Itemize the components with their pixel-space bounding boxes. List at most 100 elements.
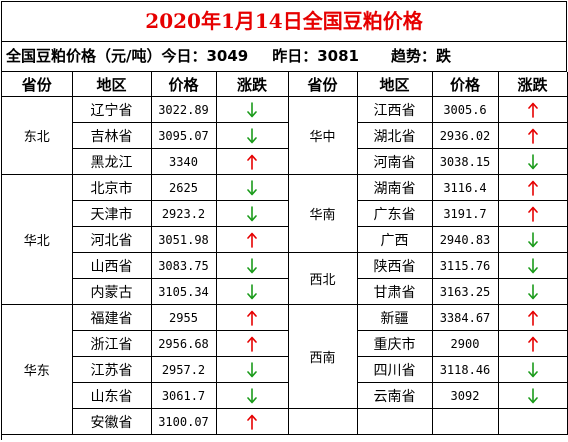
empty-price-cell xyxy=(432,408,499,435)
price-cell: 3005.6 xyxy=(432,96,499,123)
arrow-up-icon xyxy=(217,414,288,430)
table-row: 内蒙古 3105.34 甘肃省 3163.25 xyxy=(2,278,568,305)
price-cell: 3118.46 xyxy=(432,356,499,383)
empty-trend-cell xyxy=(498,408,568,435)
trend-cell xyxy=(216,122,289,149)
today-label: 全国豆粕价格（元/吨）今日： xyxy=(6,47,207,65)
arrow-down-icon xyxy=(499,361,567,378)
trend-cell xyxy=(498,330,568,357)
region-cell: 西南 xyxy=(288,304,358,409)
province-cell: 陕西省 xyxy=(357,252,433,279)
trend-value: 跌 xyxy=(436,47,452,65)
region-cell: 华南 xyxy=(288,174,358,253)
province-cell: 重庆市 xyxy=(357,330,433,357)
trend-cell xyxy=(216,174,289,201)
price-cell: 3115.76 xyxy=(432,252,499,279)
arrow-down-icon xyxy=(217,205,288,222)
column-header: 涨跌 xyxy=(216,72,289,97)
price-cell: 2956.68 xyxy=(151,330,217,357)
header-row: 省份 地区 价格 涨跌 省份 地区 价格 涨跌 xyxy=(2,72,568,97)
arrow-up-icon xyxy=(499,180,567,196)
table-row: 东北 辽宁省 3022.89 华中 江西省 3005.6 xyxy=(2,96,568,175)
empty-province-cell xyxy=(357,408,433,435)
province-cell: 山东省 xyxy=(72,382,152,409)
trend-cell xyxy=(216,200,289,227)
province-cell: 广西 xyxy=(357,226,433,253)
province-cell: 北京市 xyxy=(72,174,152,201)
arrow-down-icon xyxy=(217,387,288,404)
trend-cell xyxy=(498,174,568,201)
price-cell: 3191.7 xyxy=(432,200,499,227)
trend-cell xyxy=(216,356,289,383)
province-cell: 安徽省 xyxy=(72,408,152,435)
province-cell: 天津市 xyxy=(72,200,152,227)
table-row: 黑龙江 3340 河南省 3038.15 xyxy=(2,148,568,175)
column-header: 价格 xyxy=(432,72,499,97)
region-cell: 华东 xyxy=(2,304,73,435)
yesterday-label: 昨日： xyxy=(272,47,318,65)
table-row: 华东 福建省 2955 西南 新疆 3384.67 xyxy=(2,304,568,435)
province-cell: 河南省 xyxy=(357,148,433,175)
table-row: 山西省 3083.75 西北 陕西省 3115.76 xyxy=(2,252,568,305)
price-cell: 3061.7 xyxy=(151,382,217,409)
trend-cell xyxy=(216,278,289,305)
today-value: 3049 xyxy=(206,47,249,65)
table-row: 江苏省 2957.2 四川省 3118.46 xyxy=(2,356,568,383)
price-cell: 3095.07 xyxy=(151,122,217,149)
price-cell: 3384.67 xyxy=(432,304,499,331)
trend-cell xyxy=(498,304,568,331)
arrow-down-icon xyxy=(499,387,567,404)
province-cell: 内蒙古 xyxy=(72,278,152,305)
arrow-down-icon xyxy=(499,153,567,170)
arrow-down-icon xyxy=(499,283,567,300)
table-row: 山东省 3061.7 云南省 3092 xyxy=(2,382,568,409)
price-cell: 3022.89 xyxy=(151,96,217,123)
trend-cell xyxy=(498,278,568,305)
province-cell: 江苏省 xyxy=(72,356,152,383)
table-row: 河北省 3051.98 广西 2940.83 xyxy=(2,226,568,253)
region-cell: 华中 xyxy=(288,96,358,175)
arrow-down-icon xyxy=(217,283,288,300)
province-cell: 湖北省 xyxy=(357,122,433,149)
province-cell: 甘肃省 xyxy=(357,278,433,305)
trend-cell xyxy=(216,96,289,123)
price-cell: 2900 xyxy=(432,330,499,357)
province-cell: 广东省 xyxy=(357,200,433,227)
trend-cell xyxy=(216,226,289,253)
table-row: 华北 北京市 2625 华南 湖南省 3116.4 xyxy=(2,174,568,305)
table-row: 安徽省 3100.07 xyxy=(2,408,568,435)
arrow-up-icon xyxy=(217,232,288,248)
price-cell: 3116.4 xyxy=(432,174,499,201)
trend-cell xyxy=(216,330,289,357)
price-cell: 3083.75 xyxy=(151,252,217,279)
price-cell: 2957.2 xyxy=(151,356,217,383)
arrow-down-icon xyxy=(217,127,288,144)
trend-cell xyxy=(498,148,568,175)
province-cell: 江西省 xyxy=(357,96,433,123)
region-cell: 华北 xyxy=(2,174,73,305)
yesterday-value: 3081 xyxy=(317,47,359,65)
table-row: 浙江省 2956.68 重庆市 2900 xyxy=(2,330,568,357)
region-cell: 东北 xyxy=(2,96,73,175)
province-cell: 福建省 xyxy=(72,304,152,331)
arrow-down-icon xyxy=(499,257,567,274)
province-cell: 吉林省 xyxy=(72,122,152,149)
price-table: 省份 地区 价格 涨跌 省份 地区 价格 涨跌 东北 辽宁省 3022.89 华中 江西省 3005.6 吉… xyxy=(2,72,568,435)
province-cell: 四川省 xyxy=(357,356,433,383)
trend-cell xyxy=(216,148,289,175)
province-cell: 辽宁省 xyxy=(72,96,152,123)
price-cell: 3038.15 xyxy=(432,148,499,175)
column-header: 价格 xyxy=(151,72,217,97)
trend-cell xyxy=(498,96,568,123)
column-header: 地区 xyxy=(357,72,433,97)
price-cell: 3163.25 xyxy=(432,278,499,305)
column-header: 省份 xyxy=(288,72,358,97)
price-cell: 3051.98 xyxy=(151,226,217,253)
price-cell: 2936.02 xyxy=(432,122,499,149)
trend-label: 趋势： xyxy=(391,47,437,65)
column-header: 涨跌 xyxy=(498,72,568,97)
column-header: 地区 xyxy=(72,72,152,97)
trend-cell xyxy=(498,252,568,279)
trend-cell xyxy=(216,252,289,279)
